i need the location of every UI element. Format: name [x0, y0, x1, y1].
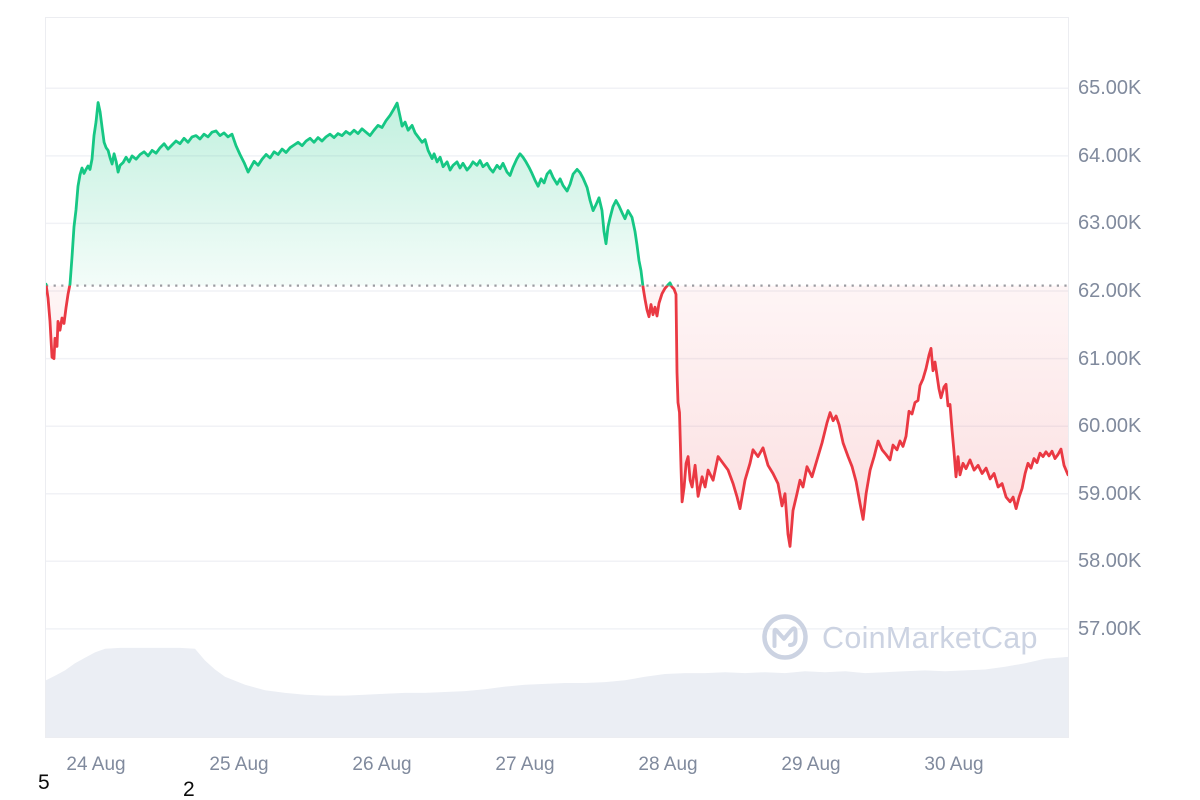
y-axis-label: 59.00K [1078, 483, 1142, 505]
y-axis-label: 62.00K [1078, 280, 1142, 302]
chart-card: CoinMarketCap [46, 18, 1068, 737]
coinmarketcap-logo-m-glyph [772, 626, 798, 648]
area-below-baseline [46, 285, 1068, 547]
y-axis-label: 60.00K [1078, 415, 1142, 437]
coinmarketcap-watermark: CoinMarketCap [762, 614, 1038, 660]
x-axis-label: 30 Aug [924, 754, 984, 775]
watermark-text: CoinMarketCap [822, 621, 1038, 655]
y-axis-label: 63.00K [1078, 212, 1142, 234]
volume-fill [46, 647, 1068, 737]
x-axis-label: 28 Aug [638, 754, 698, 775]
y-axis-label: 61.00K [1078, 348, 1142, 370]
y-axis-label: 65.00K [1078, 77, 1142, 99]
x-axis-label: 27 Aug [495, 754, 555, 775]
y-axis-label: 58.00K [1078, 550, 1142, 572]
x-axis-label: 24 Aug [66, 754, 126, 775]
coinmarketcap-logo-icon [762, 614, 808, 660]
area-above-baseline [46, 102, 672, 286]
stray-digit-5: 5 [38, 771, 50, 794]
y-axis-label: 57.00K [1078, 618, 1142, 640]
x-axis-label: 25 Aug [209, 754, 269, 775]
stray-digit-2: 2 [183, 778, 195, 800]
x-axis-label: 29 Aug [781, 754, 841, 775]
price-chart[interactable]: CoinMarketCap [46, 18, 1068, 737]
x-axis-label: 26 Aug [352, 754, 412, 775]
volume-area [46, 647, 1068, 737]
price-line-series [46, 101, 1068, 548]
price-line-up [46, 101, 673, 286]
price-line-down [46, 285, 1068, 548]
y-axis-label: 64.00K [1078, 145, 1142, 167]
